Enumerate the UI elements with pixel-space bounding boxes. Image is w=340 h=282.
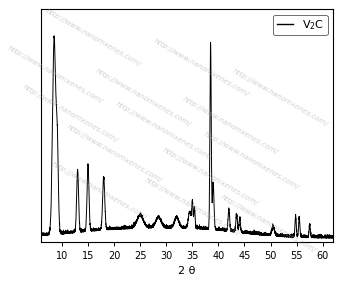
Text: http://www.nanomxenes.com/: http://www.nanomxenes.com/ [153,38,251,97]
Text: http://www.nanomxenes.com/: http://www.nanomxenes.com/ [162,147,259,207]
Text: http://www.nanomxenes.com/: http://www.nanomxenes.com/ [115,100,212,160]
Text: http://www.nanomxenes.com/: http://www.nanomxenes.com/ [232,68,329,128]
Text: http://www.nanomxenes.com/: http://www.nanomxenes.com/ [220,193,318,253]
Text: http://www.nanomxenes.com/: http://www.nanomxenes.com/ [51,161,148,221]
Text: http://www.nanomxenes.com/: http://www.nanomxenes.com/ [95,68,192,128]
X-axis label: 2 θ: 2 θ [178,266,196,276]
Text: http://www.nanomxenes.com/: http://www.nanomxenes.com/ [21,84,119,144]
Text: http://www.nanomxenes.com/: http://www.nanomxenes.com/ [45,7,142,67]
Text: http://www.nanomxenes.com/: http://www.nanomxenes.com/ [7,45,104,104]
Text: http://www.nanomxenes.com/: http://www.nanomxenes.com/ [182,96,280,156]
Text: http://www.nanomxenes.com/: http://www.nanomxenes.com/ [65,124,163,183]
Text: http://www.nanomxenes.com/: http://www.nanomxenes.com/ [144,177,242,237]
Text: http://www.nanomxenes.com/: http://www.nanomxenes.com/ [203,131,300,190]
Legend: $\mathregular{V_2C}$: $\mathregular{V_2C}$ [273,15,328,36]
